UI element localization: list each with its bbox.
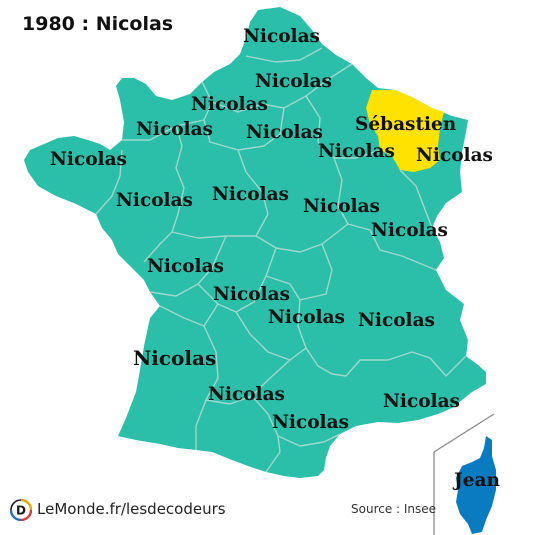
- label-pays-de-la-loire: Nicolas: [116, 190, 193, 211]
- label-aquitaine: Nicolas: [133, 346, 217, 370]
- label-auvergne: Nicolas: [268, 307, 345, 328]
- source-note: Source : Insee: [351, 502, 437, 516]
- label-bourgogne: Nicolas: [303, 196, 380, 217]
- brand-link[interactable]: LeMonde.fr/lesdecodeurs: [37, 500, 226, 518]
- label-limousin: Nicolas: [213, 284, 290, 305]
- label-midi-pyrenees: Nicolas: [208, 384, 285, 405]
- map-title: 1980 : Nicolas: [22, 13, 174, 35]
- region-borders: [95, 47, 467, 473]
- label-poitou-charentes: Nicolas: [147, 256, 224, 277]
- logo-letter: D: [16, 504, 26, 518]
- label-bretagne: Nicolas: [50, 149, 127, 170]
- label-corse: Jean: [454, 470, 500, 491]
- label-rhone-alpes: Nicolas: [358, 310, 435, 331]
- label-lorraine: Sébastien: [355, 114, 457, 135]
- lemonde-logo-icon: D: [10, 499, 32, 521]
- label-centre: Nicolas: [212, 184, 289, 205]
- label-basse-normandie: Nicolas: [136, 119, 213, 140]
- label-nord: Nicolas: [243, 26, 320, 47]
- label-picardie: Nicolas: [255, 71, 332, 92]
- label-alsace: Nicolas: [416, 145, 493, 166]
- label-ile-de-france: Nicolas: [246, 122, 323, 143]
- label-franche-comte: Nicolas: [371, 220, 448, 241]
- corsica-region: [456, 436, 496, 534]
- label-languedoc-roussillon: Nicolas: [272, 412, 349, 433]
- lorraine-region: [366, 90, 444, 172]
- label-paca: Nicolas: [383, 391, 460, 412]
- corsica-inset-frame: [433, 413, 495, 535]
- label-champagne-ardenne: Nicolas: [318, 141, 395, 162]
- label-haute-normandie: Nicolas: [191, 94, 268, 115]
